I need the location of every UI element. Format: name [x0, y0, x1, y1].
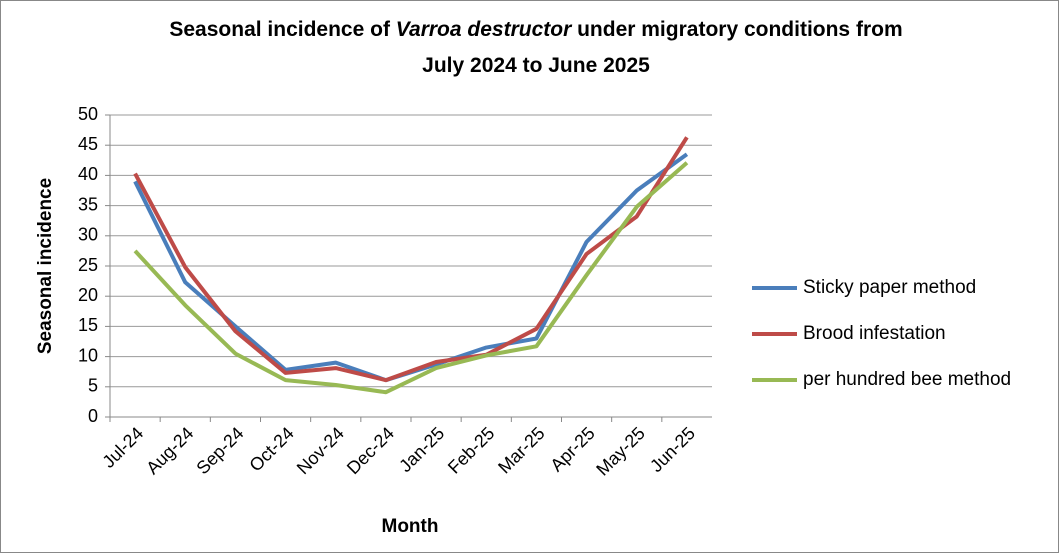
title-part: July 2024 to June 2025	[422, 54, 650, 77]
title-part: Seasonal incidence of	[169, 18, 391, 41]
y-tick-label: 5	[88, 376, 98, 396]
y-tick-label: 15	[78, 315, 98, 335]
y-axis-title: Seasonal incidence	[35, 178, 56, 354]
data-line	[133, 161, 689, 395]
chart-title: Seasonal incidence of Varroa destructor …	[169, 18, 902, 77]
data-line	[133, 136, 689, 383]
y-tick-label: 35	[78, 194, 98, 214]
legend-text: Sticky paper method	[803, 277, 976, 298]
y-tick-label: 25	[78, 255, 98, 275]
legend-text: per hundred bee method	[803, 369, 1011, 390]
y-tick-label: 30	[78, 225, 98, 245]
x-axis-title: Month	[382, 516, 439, 537]
title-part: Varroa destructor	[396, 18, 573, 41]
y-tick-label: 20	[78, 285, 98, 305]
title-part: under migratory conditions from	[577, 18, 903, 41]
y-tick-label: 50	[78, 104, 98, 124]
y-tick-label: 40	[78, 164, 98, 184]
y-tick-label: 10	[78, 345, 98, 365]
y-tick-label: 45	[78, 134, 98, 154]
y-tick-label: 0	[88, 406, 98, 426]
legend-text: Brood infestation	[803, 323, 946, 344]
